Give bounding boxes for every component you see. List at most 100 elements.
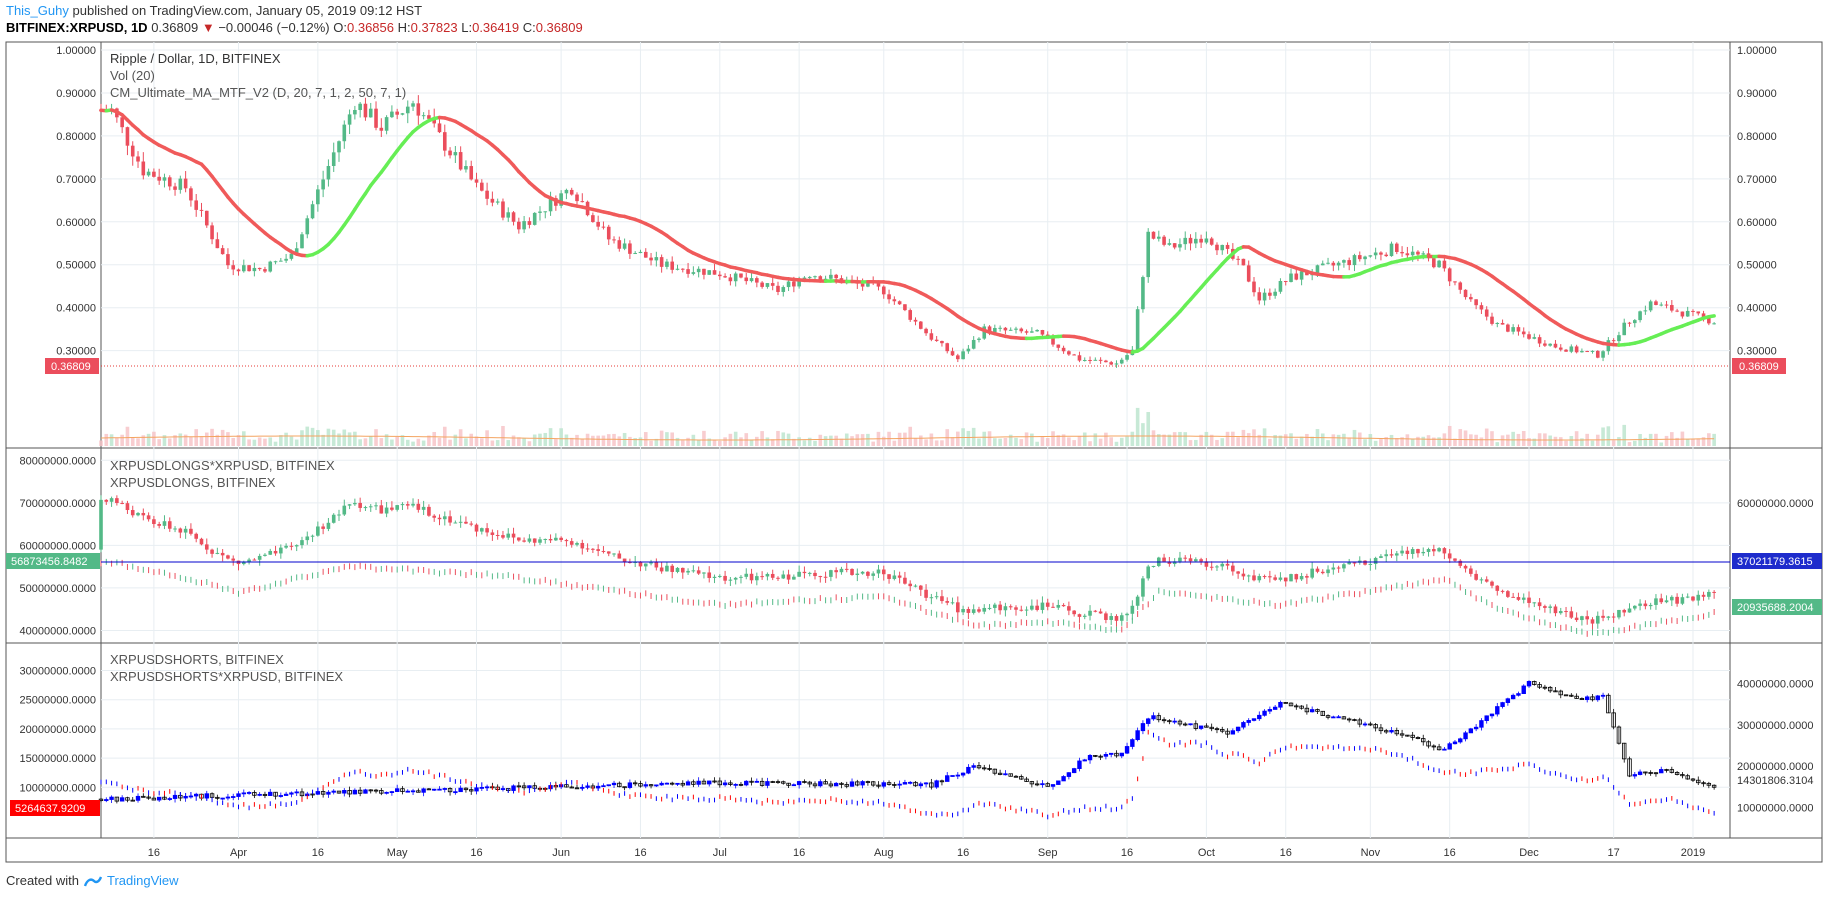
price-candle-body	[1051, 336, 1055, 345]
volume-bar	[215, 434, 220, 446]
volume-bar	[844, 433, 849, 446]
price-tick-right: 0.30000	[1737, 346, 1777, 358]
longs-candle-body	[749, 573, 754, 581]
price-candle-body	[1363, 256, 1367, 260]
longs-candle-body	[480, 528, 484, 532]
ohlc-line: BITFINEX:XRPUSD, 1D 0.36809 ▼ −0.00046 (…	[6, 19, 583, 36]
volume-bar	[125, 426, 130, 446]
volume-bar	[1252, 429, 1256, 446]
volume-bar	[99, 440, 103, 446]
longs-candle-body	[945, 601, 950, 603]
price-tick-right: 0.90000	[1737, 88, 1777, 100]
price-candle-body	[797, 279, 801, 287]
longs-tag-right-2	[1732, 599, 1822, 615]
volume-bar	[1654, 433, 1658, 446]
price-candle-body	[564, 189, 569, 194]
price-tag-left-text: 0.36809	[51, 361, 91, 373]
price-candle-body	[1183, 237, 1188, 245]
longs-candle-body	[1342, 564, 1346, 569]
price-candle-body	[215, 239, 220, 249]
longs-candle-body	[1252, 575, 1256, 581]
volume-bar	[934, 440, 939, 446]
longs-tick-left: 40000000.0000	[20, 625, 96, 637]
time-tick-label: Apr	[230, 847, 247, 859]
volume-bar	[585, 433, 590, 446]
longs-candle-body	[966, 608, 971, 613]
shorts-candles	[98, 680, 1717, 820]
price-tag-left	[45, 358, 99, 374]
price-candle-body	[1125, 355, 1129, 360]
volume-bar	[1225, 431, 1230, 446]
longs-candle-body	[1082, 615, 1087, 617]
longs-candle-body	[718, 575, 722, 577]
price-candle-body	[612, 239, 616, 241]
price-candle-body	[400, 113, 405, 115]
price-candle-body	[760, 282, 764, 287]
volume-bar	[1278, 435, 1283, 446]
price-candle-body	[691, 272, 696, 274]
author-link[interactable]: This_Guhy	[6, 3, 69, 18]
longs-candle-body	[575, 542, 579, 545]
price-candle-body	[749, 278, 754, 282]
axis-labels: 16 Apr 16 May 16 Jun 16 Jul 16 Aug 16 Sep 16 Oct 16 Nov…	[20, 45, 1814, 859]
longs-candle-body	[1611, 616, 1616, 618]
volume-bar	[813, 440, 817, 446]
volume-bar	[654, 438, 659, 446]
price-candle-body	[1040, 329, 1045, 335]
longs-candle-body	[860, 571, 865, 574]
price-candle-body	[765, 283, 770, 287]
price-candle-body	[1553, 343, 1558, 348]
close-value: 0.36809	[535, 20, 583, 35]
longs-candle-body	[649, 561, 653, 564]
price-candle-body	[242, 265, 246, 272]
volume-bar	[199, 436, 204, 446]
volume-bar	[1548, 435, 1552, 446]
longs-candle-body	[1178, 557, 1182, 562]
price-candle-body	[236, 269, 241, 272]
longs-candle-body	[400, 504, 405, 506]
volume-bar	[501, 425, 505, 446]
volume-bar	[136, 438, 140, 446]
price-candle-body	[1156, 236, 1161, 239]
price-candle-body	[257, 267, 262, 270]
price-candle-body	[1067, 351, 1071, 355]
price-candle-body	[998, 327, 1002, 329]
longs-candle-body	[204, 544, 209, 550]
price-candle-body	[141, 161, 146, 176]
longs-candle-body	[1400, 550, 1404, 554]
longs-candle-body	[130, 510, 135, 516]
volume-bar	[993, 438, 997, 446]
longs-candle-body	[580, 542, 585, 549]
longs-candle-body	[1585, 616, 1589, 620]
longs-candle-body	[987, 607, 992, 609]
price-candle-body	[453, 152, 458, 156]
volume-bar	[300, 430, 304, 446]
longs-candle-body	[1437, 548, 1441, 552]
volume-bar	[210, 428, 214, 446]
longs-candle-body	[1643, 603, 1648, 607]
volume-bar	[448, 439, 452, 446]
longs-candle-body	[1283, 577, 1288, 582]
volume-bar	[1691, 438, 1695, 446]
longs-candle-body	[347, 504, 352, 506]
volume-bar	[1590, 440, 1595, 446]
volume-bar	[1400, 437, 1404, 446]
volume-bar	[1627, 442, 1632, 446]
longs-candle-body	[427, 506, 431, 516]
longs-candle-body	[897, 575, 902, 578]
price-candle-body	[273, 261, 278, 263]
price-candle-body	[1442, 260, 1447, 269]
volume-bar	[670, 432, 675, 446]
longs-candle-body	[1045, 602, 1050, 607]
tradingview-link[interactable]: TradingView	[106, 873, 179, 888]
volume-bar	[1257, 434, 1262, 446]
longs-candle-body	[1220, 563, 1225, 567]
price-candle-body	[194, 200, 199, 210]
longs-candle-body	[416, 503, 421, 510]
price-candle-body	[532, 212, 537, 225]
price-candle-body	[971, 339, 976, 349]
price-candle-body	[1691, 310, 1695, 312]
longs-candle-body	[1125, 613, 1129, 616]
longs-candle-body	[1114, 616, 1119, 621]
